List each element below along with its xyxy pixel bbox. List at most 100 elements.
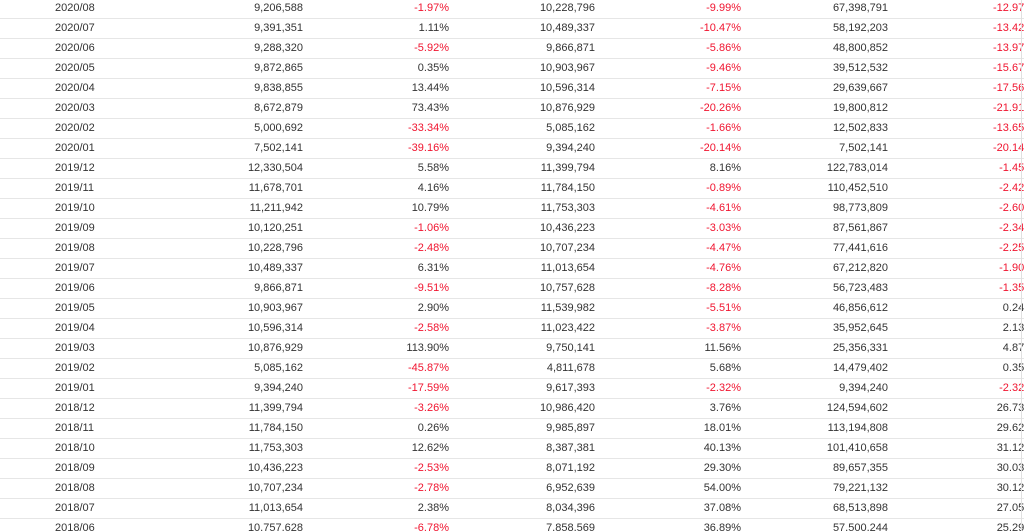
value-b-cell: 10,228,796	[449, 0, 595, 19]
change-a-cell: -9.51%	[303, 278, 449, 299]
change-a-cell: 113.90%	[303, 338, 449, 359]
cumulative-cell: 79,221,132	[741, 478, 888, 499]
cumulative-change-cell: -2.42%	[888, 178, 1024, 199]
value-b-cell: 11,753,303	[449, 198, 595, 219]
month-cell: 2019/09	[0, 218, 160, 239]
change-a-cell: 10.79%	[303, 198, 449, 219]
change-b-cell: -5.86%	[595, 38, 741, 59]
cumulative-cell: 68,513,898	[741, 498, 888, 519]
value-b-cell: 9,985,897	[449, 418, 595, 439]
change-a-cell: -3.26%	[303, 398, 449, 419]
cumulative-change-cell: -1.45%	[888, 158, 1024, 179]
month-cell: 2019/06	[0, 278, 160, 299]
month-cell: 2018/08	[0, 478, 160, 499]
month-cell: 2019/08	[0, 238, 160, 259]
table-row: 2020/07 9,391,351 1.11% 10,489,337 -10.47% 58…	[0, 18, 1024, 39]
table-row: 2020/02 5,000,692 -33.34% 5,085,162 -1.66% 12…	[0, 118, 1024, 139]
table-row: 2019/11 11,678,701 4.16% 11,784,150 -0.89% 11…	[0, 178, 1024, 199]
change-a-cell: 73.43%	[303, 98, 449, 119]
change-b-cell: -4.61%	[595, 198, 741, 219]
cumulative-change-cell: 26.73%	[888, 398, 1024, 419]
value-a-cell: 10,757,628	[160, 518, 303, 531]
value-b-cell: 10,903,967	[449, 58, 595, 79]
value-a-cell: 10,228,796	[160, 238, 303, 259]
value-b-cell: 11,784,150	[449, 178, 595, 199]
value-b-cell: 10,707,234	[449, 238, 595, 259]
value-a-cell: 7,502,141	[160, 138, 303, 159]
cumulative-cell: 98,773,809	[741, 198, 888, 219]
table-row: 2019/08 10,228,796 -2.48% 10,707,234 -4.47% 7…	[0, 238, 1024, 259]
value-a-cell: 9,866,871	[160, 278, 303, 299]
month-cell: 2019/05	[0, 298, 160, 319]
change-a-cell: -2.48%	[303, 238, 449, 259]
cumulative-cell: 87,561,867	[741, 218, 888, 239]
value-b-cell: 9,750,141	[449, 338, 595, 359]
value-b-cell: 9,617,393	[449, 378, 595, 399]
change-b-cell: -0.89%	[595, 178, 741, 199]
cumulative-change-cell: -13.65%	[888, 118, 1024, 139]
cumulative-change-cell: -15.67%	[888, 58, 1024, 79]
change-b-cell: -3.87%	[595, 318, 741, 339]
table-row: 2018/09 10,436,223 -2.53% 8,071,192 29.30% 89…	[0, 458, 1024, 479]
value-a-cell: 9,872,865	[160, 58, 303, 79]
cumulative-cell: 124,594,602	[741, 398, 888, 419]
table-row: 2019/12 12,330,504 5.58% 11,399,794 8.16% 122…	[0, 158, 1024, 179]
cumulative-change-cell: -21.91%	[888, 98, 1024, 119]
cumulative-cell: 56,723,483	[741, 278, 888, 299]
change-b-cell: 29.30%	[595, 458, 741, 479]
value-a-cell: 10,120,251	[160, 218, 303, 239]
table-row: 2019/01 9,394,240 -17.59% 9,617,393 -2.32% 9,…	[0, 378, 1024, 399]
cumulative-cell: 67,212,820	[741, 258, 888, 279]
value-a-cell: 10,707,234	[160, 478, 303, 499]
change-b-cell: -3.03%	[595, 218, 741, 239]
cumulative-change-cell: 25.29%	[888, 518, 1024, 531]
value-b-cell: 10,596,314	[449, 78, 595, 99]
cumulative-cell: 29,639,667	[741, 78, 888, 99]
cumulative-change-cell: -2.32%	[888, 378, 1024, 399]
table-row: 2018/12 11,399,794 -3.26% 10,986,420 3.76% 12…	[0, 398, 1024, 419]
month-cell: 2018/09	[0, 458, 160, 479]
value-b-cell: 11,539,982	[449, 298, 595, 319]
table-row: 2018/06 10,757,628 -6.78% 7,858,569 36.89% 57…	[0, 518, 1024, 531]
month-cell: 2019/11	[0, 178, 160, 199]
cumulative-cell: 14,479,402	[741, 358, 888, 379]
value-a-cell: 10,489,337	[160, 258, 303, 279]
table-row: 2018/11 11,784,150 0.26% 9,985,897 18.01% 113…	[0, 418, 1024, 439]
change-a-cell: 5.58%	[303, 158, 449, 179]
table-row: 2020/03 8,672,879 73.43% 10,876,929 -20.26% 1…	[0, 98, 1024, 119]
value-a-cell: 9,394,240	[160, 378, 303, 399]
cumulative-cell: 25,356,331	[741, 338, 888, 359]
change-a-cell: -6.78%	[303, 518, 449, 531]
table-row: 2019/06 9,866,871 -9.51% 10,757,628 -8.28% 56…	[0, 278, 1024, 299]
value-b-cell: 11,023,422	[449, 318, 595, 339]
change-a-cell: -1.06%	[303, 218, 449, 239]
value-a-cell: 11,211,942	[160, 198, 303, 219]
cumulative-cell: 67,398,791	[741, 0, 888, 19]
cumulative-change-cell: -1.90%	[888, 258, 1024, 279]
month-cell: 2019/07	[0, 258, 160, 279]
change-a-cell: -17.59%	[303, 378, 449, 399]
table-row: 2019/05 10,903,967 2.90% 11,539,982 -5.51% 46…	[0, 298, 1024, 319]
value-a-cell: 9,391,351	[160, 18, 303, 39]
cumulative-cell: 9,394,240	[741, 378, 888, 399]
table-row: 2020/04 9,838,855 13.44% 10,596,314 -7.15% 29…	[0, 78, 1024, 99]
cumulative-cell: 57,500,244	[741, 518, 888, 531]
value-a-cell: 11,784,150	[160, 418, 303, 439]
change-a-cell: 2.90%	[303, 298, 449, 319]
value-b-cell: 10,436,223	[449, 218, 595, 239]
table-row: 2019/09 10,120,251 -1.06% 10,436,223 -3.03% 8…	[0, 218, 1024, 239]
month-cell: 2019/03	[0, 338, 160, 359]
change-b-cell: -5.51%	[595, 298, 741, 319]
value-b-cell: 6,952,639	[449, 478, 595, 499]
change-a-cell: 13.44%	[303, 78, 449, 99]
value-a-cell: 5,000,692	[160, 118, 303, 139]
cumulative-change-cell: 4.87%	[888, 338, 1024, 359]
cumulative-change-cell: -17.56%	[888, 78, 1024, 99]
value-a-cell: 9,206,588	[160, 0, 303, 19]
table-row: 2018/08 10,707,234 -2.78% 6,952,639 54.00% 79…	[0, 478, 1024, 499]
table-right-border	[1021, 0, 1022, 531]
value-a-cell: 11,399,794	[160, 398, 303, 419]
cumulative-change-cell: -2.34%	[888, 218, 1024, 239]
cumulative-change-cell: -13.42%	[888, 18, 1024, 39]
